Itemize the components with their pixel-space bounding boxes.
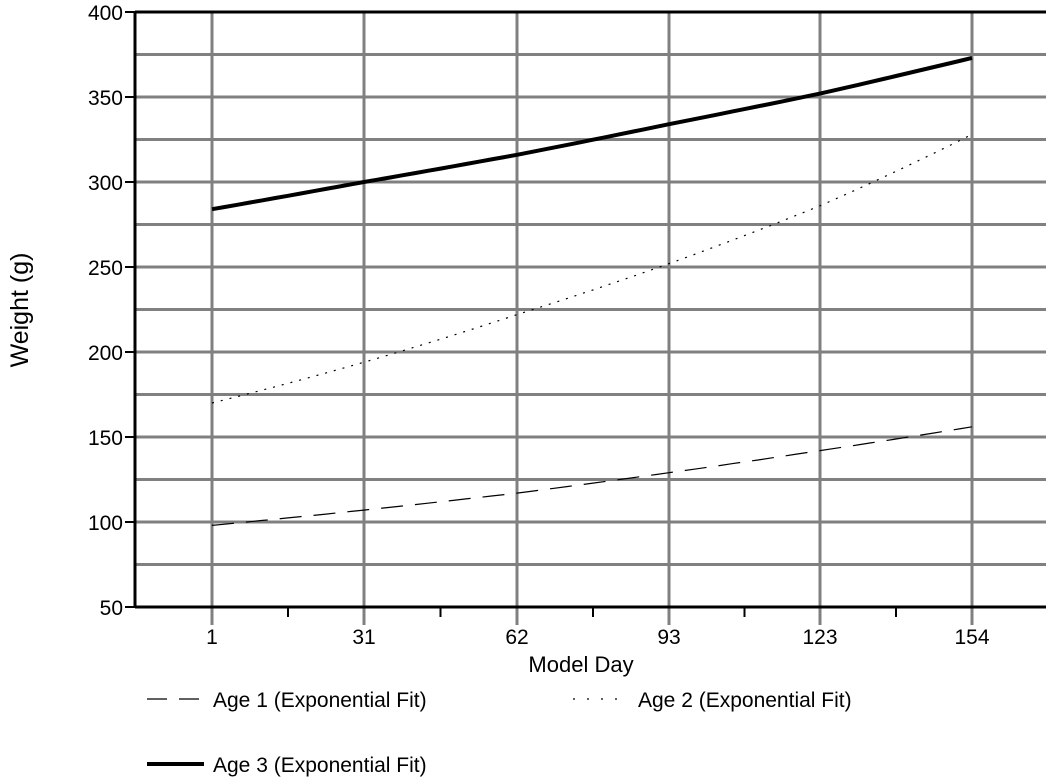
series-line-age-2	[211, 133, 973, 404]
x-tick-label: 154	[954, 626, 989, 649]
legend-label-age-2: Age 2 (Exponential Fit)	[638, 689, 852, 712]
series-lines	[211, 55, 973, 526]
y-tick-label: 200	[88, 342, 123, 365]
grid	[135, 10, 1046, 625]
legend-label-age-3: Age 3 (Exponential Fit)	[213, 754, 427, 777]
series-line-age-1	[211, 426, 973, 526]
y-tick-label: 150	[88, 427, 123, 450]
y-axis-title: Weight (g)	[6, 253, 34, 368]
legend-label-age-1: Age 1 (Exponential Fit)	[213, 689, 427, 712]
y-tick-label: 400	[88, 2, 123, 25]
x-tick-label: 123	[802, 626, 837, 649]
y-tick-label: 250	[88, 257, 123, 280]
x-axis-title: Model Day	[528, 652, 633, 677]
y-tick-label: 300	[88, 172, 123, 195]
x-tick-label: 1	[206, 626, 218, 649]
legend: Age 1 (Exponential Fit) Age 2 (Exponentia…	[147, 689, 852, 777]
axes	[133, 10, 1046, 609]
x-tick-label: 31	[352, 626, 375, 649]
series-line-age-3	[211, 55, 973, 212]
x-tick-label: 93	[657, 626, 680, 649]
y-tick-label: 350	[88, 87, 123, 110]
y-tick-label: 50	[100, 597, 123, 620]
x-tick-label: 62	[505, 626, 528, 649]
y-tick-label: 100	[88, 512, 123, 535]
